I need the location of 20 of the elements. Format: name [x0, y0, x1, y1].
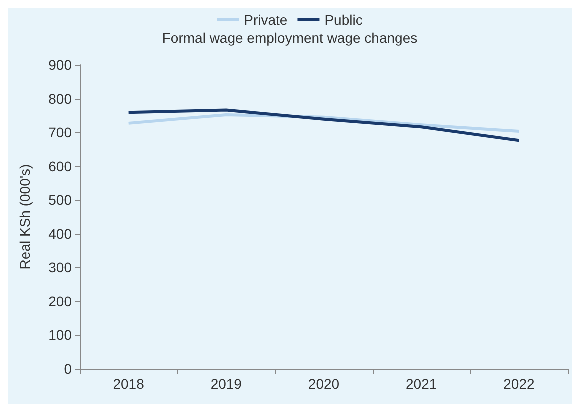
y-tick-label: 900	[48, 57, 72, 73]
y-tick-label: 700	[48, 124, 72, 141]
y-tick-label: 400	[48, 226, 72, 242]
y-tick-label: 600	[48, 158, 72, 174]
y-tick-label: 800	[48, 90, 72, 107]
chart-title: Formal wage employment wage changes	[162, 30, 418, 46]
legend-label: Private	[244, 12, 288, 28]
y-tick-label: 100	[48, 327, 72, 344]
x-tick-label: 2022	[504, 376, 535, 392]
x-tick-label: 2018	[113, 376, 145, 392]
legend-label: Public	[324, 12, 363, 28]
x-tick-label: 2021	[406, 376, 438, 392]
x-tick-label: 2020	[308, 376, 340, 392]
y-tick-label: 0	[64, 361, 72, 377]
y-tick-label: 500	[48, 192, 72, 208]
line-series	[127, 108, 521, 142]
y-tick-label: 300	[48, 260, 72, 276]
x-tick-label: 2019	[210, 376, 242, 392]
y-tick-label: 200	[48, 293, 72, 310]
y-axis-title: Real KSh (000's)	[17, 164, 33, 270]
